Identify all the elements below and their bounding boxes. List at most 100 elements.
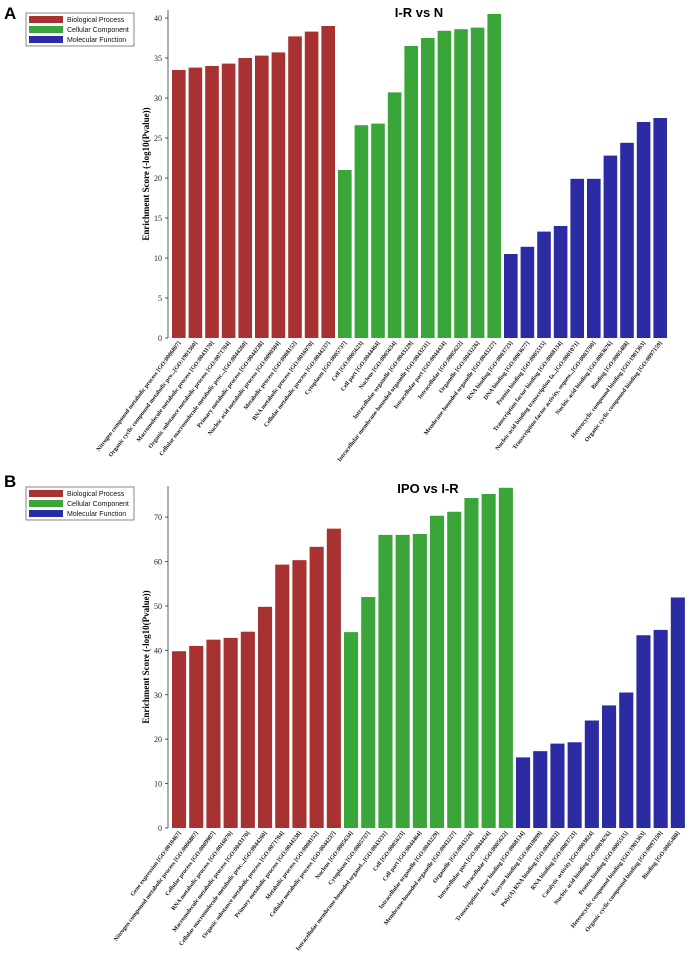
chart-a-bar [570,178,585,338]
chart-a-legend: Biological Process Cellular Component Mole… [25,12,135,47]
chart-b-bar [567,742,582,828]
chart-a-panel-letter: A [4,4,16,23]
chart-b-legend-swatch [29,500,63,507]
chart-a-title: I-R vs N [395,5,443,20]
chart-b-y-tick-label: 0 [158,824,162,833]
chart-a-category-label: Macromolecule metabolic process [GO:0043… [136,341,216,444]
chart-a-bar [188,67,203,338]
chart-a-y-tick-label: 10 [154,254,162,263]
chart-b-bar [447,511,462,828]
chart-b-bar [172,651,187,828]
chart-a-bar [172,70,186,338]
chart-b-category-label: Cell [GO:0005623] [372,831,406,873]
chart-a-y-tick-label: 25 [154,134,162,143]
chart-b-bar [292,560,307,828]
chart-a-bar [470,27,485,338]
chart-a-y-tick-label: 0 [158,334,162,343]
chart-a-bar [338,170,352,338]
chart-a-bar [636,122,651,338]
chart-b-bar [464,497,479,828]
chart-b-y-tick-label: 60 [154,558,162,567]
chart-a-y-label: Enrichment Score (-log10(Pvalue)) [141,107,151,240]
chart-a-legend-label: Biological Process [67,17,125,24]
chart-b-bar [550,743,565,828]
chart-b-bar [653,629,668,828]
chart-a-bar [504,254,518,338]
chart-b-bar [326,528,341,828]
chart-b-legend-swatch [29,510,63,517]
chart-a-legend-swatch [29,36,63,43]
chart-b-panel-letter: B [4,472,16,491]
chart-a-bar [255,55,269,338]
chart-b-category-label: Primary metabolic process [GO:0044238] [234,831,303,920]
chart-a-bar [321,26,336,338]
chart-a-bar [487,14,502,338]
chart-b-bar [516,757,531,828]
chart-a-bar [221,63,236,338]
chart-a-y-tick-label: 30 [154,94,162,103]
chart-a-bar [304,31,319,338]
chart-a-bar [371,123,385,338]
chart-b-bar [258,606,273,828]
chart-b-bar [584,720,599,828]
chart-a-y-tick-label: 20 [154,174,162,183]
chart-b-bar [481,493,496,828]
chart-a-y-tick-label: 15 [154,214,162,223]
chart-b-y-tick-label: 50 [154,602,162,611]
chart-b-bar [361,597,376,828]
chart-a-legend-swatch [29,26,63,33]
chart-a-y-tick-label: 5 [158,294,162,303]
chart-b-bar [430,515,445,828]
chart-b-bar [619,692,634,828]
chart-a-category-label: Organic cyclic compound binding [GO:0097… [584,341,664,444]
chart-b-bar [412,533,427,828]
chart-b-bar [275,564,290,828]
chart-a-bar [205,66,219,338]
chart-b-title: IPO vs I-R [397,481,459,496]
chart-b-legend: Biological Process Cellular Component Mole… [25,486,135,521]
chart-b-y-tick-label: 10 [154,780,162,789]
chart-b-bar [378,534,393,828]
chart-a-y-tick-label: 35 [154,54,162,63]
chart-a-bar [587,178,601,338]
chart-b-y-tick-label: 70 [154,513,162,522]
chart-b-y-label: Enrichment Score (-log10(Pvalue)) [141,590,151,723]
chart-b-bar [636,635,651,828]
chart-panel-b: B IPO vs I-R 0 10 20 30 40 50 60 70 Enrichment Sco… [4,472,685,952]
chart-b-bar [533,751,548,828]
chart-a-bar [421,38,435,338]
chart-b-legend-label: Molecular Function [67,511,126,518]
chart-b-bar [206,639,221,828]
chart-b-y-tick-label: 30 [154,691,162,700]
chart-a-bar [553,226,568,338]
chart-panel-a: A I-R vs N 0 5 10 15 20 25 30 35 40 Enrichment Scor… [4,4,668,463]
chart-a-bar [404,46,419,338]
chart-b-y-tick-label: 40 [154,646,162,655]
chart-a-bar [238,58,253,338]
chart-b-bar [189,645,204,828]
chart-a-bar [288,36,302,339]
chart-b-y-tick-label: 20 [154,735,162,744]
chart-b-legend-label: Cellular Component [67,501,129,508]
chart-b-bar [602,705,617,828]
chart-b-bar [344,632,359,828]
chart-a-bar [620,142,634,338]
chart-b-bar [309,546,324,828]
chart-b-legend-label: Biological Process [67,491,125,498]
chart-a-y-tick-label: 40 [154,14,162,23]
chart-b-bar [240,631,255,828]
chart-a-bar [271,52,286,339]
chart-a-legend-label: Cellular Component [67,27,129,34]
chart-a-bar [437,30,452,339]
chart-b-bar [498,487,513,828]
chart-a-bar [520,246,535,338]
chart-a-bar [387,92,402,339]
chart-b-bar [670,597,685,828]
chart-a-bar [653,118,668,338]
chart-a-legend-swatch [29,16,63,23]
chart-b-legend-swatch [29,490,63,497]
chart-a-bar [603,155,618,338]
chart-b-bar [223,637,238,828]
chart-a-legend-label: Molecular Function [67,37,126,44]
